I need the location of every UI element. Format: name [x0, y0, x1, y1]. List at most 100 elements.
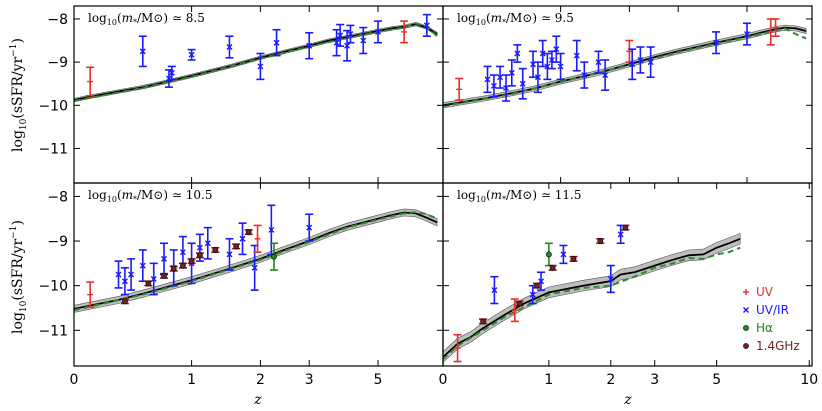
data-point [559, 244, 568, 265]
data-point [771, 18, 780, 38]
data-point [253, 224, 262, 253]
data-point [532, 282, 541, 289]
legend: UV UV/IR Hα 1.4GHz [743, 285, 800, 353]
data-point [479, 318, 488, 325]
data-point [269, 242, 278, 271]
x-tick-label: 3 [650, 372, 659, 388]
data-point [305, 31, 314, 60]
panel-frame [73, 182, 444, 367]
model-line [443, 237, 741, 358]
data-point [232, 243, 241, 250]
y-axis-title-text-top: log [10, 130, 26, 152]
x-tick-label: 3 [305, 372, 314, 388]
y-tick-label: −8 [47, 12, 68, 28]
data-point [533, 61, 542, 94]
data-point [400, 20, 409, 44]
legend-label: UV [756, 285, 774, 299]
y-axis-title-bottom: log10(sSFR/yr−1) [9, 220, 29, 334]
data-point [374, 20, 383, 44]
data-point [646, 46, 655, 79]
legend-item: Hα [743, 321, 773, 335]
data-point [483, 65, 492, 94]
plot-area [74, 204, 438, 313]
data-point [513, 44, 522, 63]
data-point [120, 267, 129, 296]
panel-1: −8 −9 −10 −11 log10(m*/M⊙) ≃ 8.5 [38, 5, 444, 184]
data-point [596, 237, 605, 245]
data-point [556, 52, 565, 81]
data-point [502, 74, 511, 102]
data-point [336, 23, 345, 47]
data-point [743, 22, 752, 46]
x-tick-label: 1 [187, 372, 196, 388]
y-tick-label: −8 [47, 189, 68, 205]
data-point [346, 24, 355, 44]
y-tick-label: −10 [38, 98, 68, 114]
x-axis-title-left: z [253, 392, 262, 408]
data-point [138, 249, 147, 282]
panel-frame [442, 182, 813, 367]
panel-title: log10(m*/M⊙) ≃ 10.5 [88, 188, 212, 204]
data-point [144, 280, 153, 287]
data-point [160, 242, 169, 276]
data-point [580, 61, 589, 89]
x-tick-label: 10 [800, 372, 818, 388]
data-point [305, 213, 314, 242]
legend-item: UV/IR [743, 303, 789, 317]
data-point [453, 333, 462, 363]
data-point [160, 272, 169, 279]
data-point [225, 35, 234, 59]
data-point [529, 50, 538, 79]
data-point [594, 50, 603, 74]
plot-area [443, 224, 741, 363]
data-point [86, 66, 95, 97]
y-tick-label: −10 [38, 279, 68, 295]
data-point [225, 237, 234, 271]
data-point [167, 65, 176, 81]
data-point [490, 275, 499, 305]
data-point [244, 229, 253, 236]
plot-area [74, 13, 438, 103]
data-point [636, 46, 645, 74]
data-point [178, 262, 187, 269]
legend-item: UV [743, 285, 774, 299]
panel-title: log10(m*/M⊙) ≃ 9.5 [457, 11, 574, 27]
y-tick-label: −9 [47, 55, 68, 71]
legend-label: Hα [756, 321, 773, 335]
data-point [164, 69, 173, 88]
y-tick-label: −11 [38, 323, 68, 339]
data-point [238, 222, 247, 256]
panel-title: log10(m*/M⊙) ≃ 8.5 [88, 11, 205, 27]
data-point [507, 59, 516, 87]
model-alt-line [443, 246, 741, 361]
data-point [606, 264, 615, 294]
x-tick-label: 5 [374, 372, 383, 388]
data-point [187, 258, 196, 265]
data-point [422, 13, 431, 38]
panel-frame [73, 5, 444, 184]
data-point [548, 264, 557, 271]
data-point [489, 74, 498, 98]
data-point [496, 65, 505, 89]
data-point [572, 39, 581, 72]
x-tick-label: 5 [712, 372, 721, 388]
data-point [267, 204, 276, 256]
x-tick-label: 2 [606, 372, 615, 388]
panel-4: 0 1 2 3 5 10 log10(m*/M⊙) ≃ 11.5 [439, 182, 818, 388]
data-point [766, 18, 775, 46]
x-axis-title-right: z [623, 392, 632, 408]
data-point [187, 48, 196, 61]
legend-item: 1.4GHz [743, 339, 800, 353]
panel-2: log10(m*/M⊙) ≃ 9.5 [442, 5, 813, 184]
data-point [455, 77, 464, 101]
data-point [149, 262, 158, 296]
data-point [127, 258, 136, 291]
data-point [203, 226, 212, 260]
y-tick-label: −9 [47, 234, 68, 250]
x-tick-label: 2 [256, 372, 265, 388]
plot-area [443, 18, 807, 109]
panel-3: −8 −9 −10 −11 0 1 2 3 5 log10(m*/M⊙) ≃ 10.5 [38, 182, 444, 388]
data-point [616, 224, 625, 245]
data-point [332, 28, 341, 57]
